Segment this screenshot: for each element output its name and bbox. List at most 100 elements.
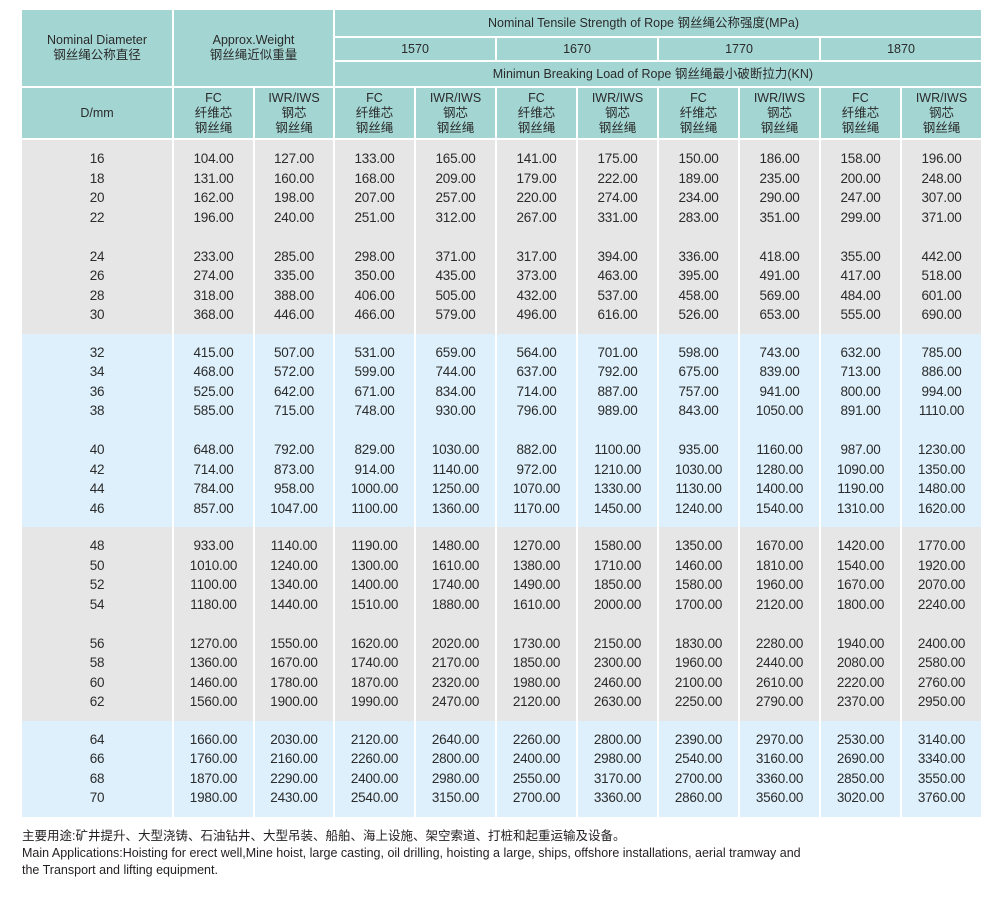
breaking-load-cell: 3360.00 <box>738 768 822 788</box>
breaking-load-cell: 355.00 <box>819 246 903 266</box>
empty-cell <box>657 711 741 721</box>
table-row: 60 1460.00 1780.00 1870.00 2320.00 1980.00 246… <box>20 672 984 692</box>
empty-cell <box>657 807 741 817</box>
breaking-load-cell: 598.00 <box>657 342 741 362</box>
breaking-load-cell: 1870.00 <box>333 672 417 692</box>
diameter-cell: 54 <box>20 594 174 614</box>
breaking-load-cell: 1990.00 <box>333 692 417 712</box>
breaking-load-cell: 632.00 <box>819 342 903 362</box>
breaking-load-cell: 442.00 <box>900 246 984 266</box>
spacer-row <box>20 807 984 817</box>
empty-cell <box>20 139 174 149</box>
weight-cell: 1047.00 <box>252 498 336 518</box>
diameter-cell: 26 <box>20 266 174 286</box>
breaking-load-cell: 2440.00 <box>738 653 822 673</box>
breaking-load-cell: 1350.00 <box>657 536 741 556</box>
empty-cell <box>333 324 417 334</box>
empty-cell <box>172 333 255 343</box>
empty-cell <box>657 227 741 247</box>
applications-notes: 主要用途:矿井提升、大型浇铸、石油钻井、大型吊装、船舶、海上设施、架空索道、打桩… <box>22 828 972 879</box>
breaking-load-cell: 989.00 <box>576 401 660 421</box>
breaking-load-cell: 2470.00 <box>414 692 498 712</box>
empty-cell <box>576 518 660 527</box>
empty-cell <box>172 324 255 334</box>
breaking-load-cell: 1190.00 <box>333 536 417 556</box>
diameter-cell: 40 <box>20 440 174 460</box>
empty-cell <box>657 614 741 634</box>
breaking-load-cell: 350.00 <box>333 266 417 286</box>
breaking-load-cell: 1450.00 <box>576 498 660 518</box>
empty-cell <box>20 527 174 536</box>
fc-core-header: FC 纤维芯 钢丝绳 <box>657 86 741 140</box>
spacer-row <box>20 324 984 334</box>
breaking-load-cell: 3150.00 <box>414 788 498 808</box>
breaking-load-cell: 1540.00 <box>738 498 822 518</box>
diameter-cell: 58 <box>20 653 174 673</box>
table-row: 64 1660.00 2030.00 2120.00 2640.00 2260.00 280… <box>20 729 984 749</box>
breaking-load-cell: 234.00 <box>657 188 741 208</box>
empty-cell <box>20 614 174 634</box>
empty-cell <box>576 527 660 536</box>
weight-cell: 1900.00 <box>252 692 336 712</box>
breaking-load-cell: 941.00 <box>738 381 822 401</box>
breaking-load-cell: 714.00 <box>495 381 579 401</box>
diameter-cell: 36 <box>20 381 174 401</box>
applications-cn: 主要用途:矿井提升、大型浇铸、石油钻井、大型吊装、船舶、海上设施、架空索道、打桩… <box>22 829 626 843</box>
iwr-core-label: 钢丝绳 <box>436 120 475 135</box>
iwr-core-header: IWR/IWS 钢芯 钢丝绳 <box>252 86 336 140</box>
diameter-cell: 46 <box>20 498 174 518</box>
spacer-row <box>20 518 984 527</box>
breaking-load-cell: 200.00 <box>819 168 903 188</box>
empty-cell <box>252 139 336 149</box>
breaking-load-cell: 196.00 <box>900 149 984 169</box>
fc-core-header: FC 纤维芯 钢丝绳 <box>819 86 903 140</box>
weight-cell: 1140.00 <box>252 536 336 556</box>
breaking-load-cell: 3160.00 <box>738 749 822 769</box>
table-row: 24 233.00 285.00 298.00 371.00 317.00 394.00 33… <box>20 246 984 266</box>
empty-cell <box>738 333 822 343</box>
empty-cell <box>20 720 174 730</box>
iwr-core-label: 钢芯 <box>929 105 955 120</box>
breaking-load-cell: 1730.00 <box>495 633 579 653</box>
breaking-load-cell: 371.00 <box>414 246 498 266</box>
breaking-load-cell: 744.00 <box>414 362 498 382</box>
empty-cell <box>657 324 741 334</box>
breaking-load-cell: 987.00 <box>819 440 903 460</box>
empty-cell <box>252 420 336 440</box>
fc-core-label: 纤维芯 <box>841 105 880 120</box>
diameter-cell: 70 <box>20 788 174 808</box>
breaking-load-cell: 616.00 <box>576 305 660 325</box>
weight-cell: 1460.00 <box>172 672 255 692</box>
table-row: 16 104.00 127.00 133.00 165.00 141.00 175.00 15… <box>20 149 984 169</box>
breaking-load-cell: 935.00 <box>657 440 741 460</box>
empty-cell <box>20 227 174 247</box>
breaking-load-cell: 2540.00 <box>657 749 741 769</box>
weight-cell: 1100.00 <box>172 575 255 595</box>
diameter-cell: 66 <box>20 749 174 769</box>
fc-core-label: 钢丝绳 <box>194 120 233 135</box>
breaking-load-cell: 972.00 <box>495 459 579 479</box>
empty-cell <box>333 333 417 343</box>
breaking-load-cell: 1610.00 <box>414 555 498 575</box>
breaking-load-cell: 1920.00 <box>900 555 984 575</box>
empty-cell <box>819 420 903 440</box>
breaking-load-cell: 141.00 <box>495 149 579 169</box>
empty-cell <box>333 614 417 634</box>
fc-core-label: FC <box>366 90 383 105</box>
weight-cell: 160.00 <box>252 168 336 188</box>
breaking-load-cell: 2260.00 <box>495 729 579 749</box>
breaking-load-cell: 2790.00 <box>738 692 822 712</box>
breaking-load-cell: 395.00 <box>657 266 741 286</box>
empty-cell <box>738 324 822 334</box>
breaking-load-cell: 1420.00 <box>819 536 903 556</box>
weight-cell: 933.00 <box>172 536 255 556</box>
breaking-load-cell: 2970.00 <box>738 729 822 749</box>
breaking-load-cell: 484.00 <box>819 285 903 305</box>
breaking-load-cell: 491.00 <box>738 266 822 286</box>
iwr-core-label: 钢丝绳 <box>275 120 313 135</box>
breaking-load-cell: 351.00 <box>738 207 822 227</box>
empty-cell <box>819 807 903 817</box>
empty-cell <box>172 807 255 817</box>
diameter-cell: 38 <box>20 401 174 421</box>
fc-core-label: 纤维芯 <box>679 105 718 120</box>
